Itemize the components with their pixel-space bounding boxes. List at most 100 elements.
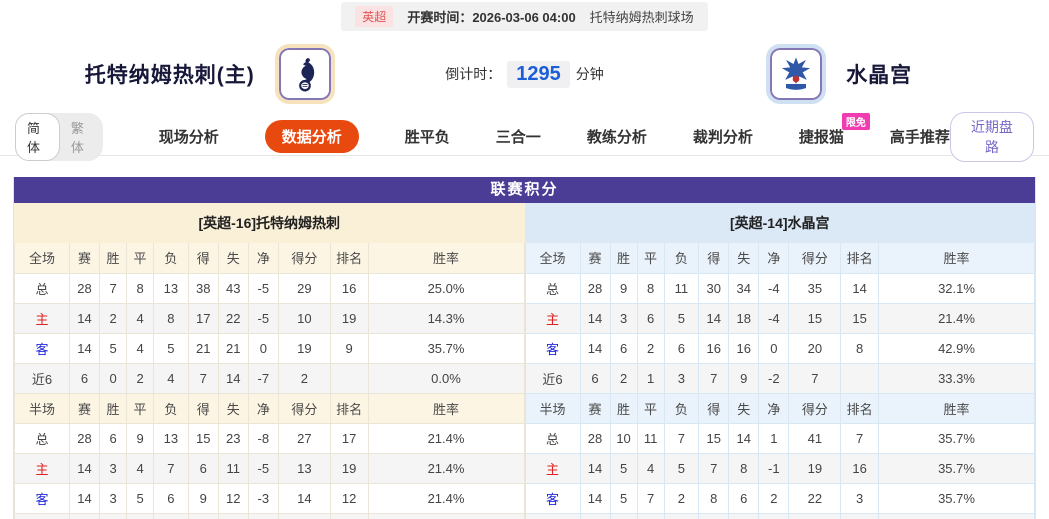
- stat-cell: 35: [788, 273, 842, 304]
- stat-cell: 19: [329, 453, 369, 484]
- row-label: 总: [524, 273, 581, 304]
- stat-cell: 失: [728, 393, 760, 424]
- tab-教练分析[interactable]: 教练分析: [586, 129, 647, 146]
- tab-捷报猫[interactable]: 捷报猫 限免: [799, 113, 870, 147]
- stat-cell: 5: [609, 483, 638, 514]
- stat-cell: 6: [788, 513, 842, 519]
- stat-cell: 27: [277, 423, 331, 454]
- lang-simplified[interactable]: 简体: [15, 112, 60, 161]
- nav-tabs: 现场分析 数据分析 胜平负 三合一 教练分析 裁判分析 捷报猫 限免 高手推荐: [158, 113, 950, 153]
- stat-cell: -5: [247, 453, 279, 484]
- stat-cell: 7: [698, 363, 730, 394]
- stat-cell: 21.4%: [367, 483, 525, 514]
- stat-cell: 6: [99, 423, 128, 454]
- stat-cell: 得: [187, 243, 219, 274]
- stat-cell: [840, 363, 879, 394]
- stat-cell: 0: [758, 333, 790, 364]
- tab-胜平负[interactable]: 胜平负: [404, 129, 450, 146]
- stat-cell: 6: [579, 363, 611, 394]
- stat-cell: 21.4%: [367, 453, 525, 484]
- stat-cell: 2: [277, 513, 331, 519]
- stat-cell: 13: [153, 423, 189, 454]
- stat-cell: -5: [247, 273, 279, 304]
- stat-cell: 30: [698, 273, 730, 304]
- countdown-label: 倒计时：: [445, 66, 502, 82]
- stat-cell: 14.3%: [367, 303, 525, 334]
- stat-cell: -4: [758, 273, 790, 304]
- stat-cell: 10: [609, 423, 638, 454]
- stat-cell: 8: [126, 273, 155, 304]
- stat-cell: 22: [217, 303, 249, 334]
- row-label: 全场: [13, 243, 71, 274]
- stat-cell: 35.7%: [367, 333, 525, 364]
- tab-三合一[interactable]: 三合一: [495, 129, 541, 146]
- stat-cell: 2: [636, 333, 665, 364]
- stat-cell: 得: [698, 243, 730, 274]
- stat-cell: 负: [153, 393, 189, 424]
- row-label: 主: [13, 303, 71, 334]
- stat-cell: 14: [217, 363, 249, 394]
- stat-cell: 2: [126, 363, 155, 394]
- stat-cell: 6: [579, 513, 611, 519]
- stat-cell: 11: [663, 273, 700, 304]
- stat-cell: 净: [758, 243, 790, 274]
- away-standings-table: [英超-14]水晶宫 全场赛胜平负得失净得分 排名 胜率总 28 9 8 11 30 34 -4 3…: [524, 203, 1035, 519]
- stat-cell: 0: [247, 333, 279, 364]
- stat-cell: 6: [187, 453, 219, 484]
- tottenham-logo-icon: [274, 44, 335, 104]
- row-label: 近6: [524, 513, 581, 519]
- stat-cell: 9: [329, 333, 369, 364]
- home-standings-subtitle: [英超-16]托特纳姆热刺: [14, 203, 525, 243]
- stat-cell: 赛: [69, 243, 101, 274]
- stat-cell: 4: [126, 303, 155, 334]
- row-label: 客: [524, 333, 581, 364]
- stat-cell: 赛: [69, 393, 101, 424]
- stat-cell: 16: [840, 453, 879, 484]
- row-label: 总: [13, 423, 71, 454]
- stat-cell: 7: [840, 423, 879, 454]
- stat-cell: 7: [187, 363, 219, 394]
- stat-cell: 38: [187, 273, 219, 304]
- stat-cell: -1: [758, 453, 790, 484]
- away-team-block: 水晶宫: [629, 44, 1049, 104]
- stat-cell: 8: [217, 513, 249, 519]
- stat-cell: 16: [698, 333, 730, 364]
- stat-cell: 14: [579, 303, 611, 334]
- stat-cell: 4: [698, 513, 730, 519]
- stat-cell: 负: [153, 243, 189, 274]
- limited-free-badge: 限免: [841, 113, 870, 130]
- lang-traditional[interactable]: 繁体: [70, 120, 84, 155]
- stat-cell: 13: [153, 273, 189, 304]
- stat-cell: 0: [99, 513, 128, 519]
- crystal-palace-logo-icon: [766, 44, 827, 104]
- stat-cell: -1: [758, 513, 790, 519]
- stat-cell: 4: [126, 333, 155, 364]
- stat-cell: 得分: [277, 243, 331, 274]
- stat-cell: 胜率: [367, 243, 525, 274]
- stat-cell: 5: [663, 453, 700, 484]
- stat-cell: 5: [126, 483, 155, 514]
- tab-裁判分析[interactable]: 裁判分析: [692, 129, 753, 146]
- stat-cell: 28: [69, 273, 101, 304]
- stat-cell: 14: [698, 303, 730, 334]
- tab-现场分析[interactable]: 现场分析: [158, 129, 219, 146]
- stat-cell: 14: [69, 453, 101, 484]
- tab-数据分析[interactable]: 数据分析: [264, 120, 359, 153]
- stat-cell: 0.0%: [367, 513, 525, 519]
- stat-cell: 8: [728, 453, 760, 484]
- stat-cell: 17: [187, 303, 219, 334]
- tab-高手推荐[interactable]: 高手推荐: [889, 129, 950, 146]
- stat-cell: 21.4%: [878, 303, 1035, 334]
- row-label: 全场: [524, 243, 581, 274]
- stat-cell: 1: [758, 423, 790, 454]
- stat-cell: 14: [579, 333, 611, 364]
- stat-cell: 28: [579, 423, 611, 454]
- league-standings-panel: 联赛积分 [英超-16]托特纳姆热刺 全场赛胜平负得失净得分 排名 胜率总 28 7 8 1…: [13, 177, 1036, 519]
- stat-cell: 平: [126, 243, 155, 274]
- stat-cell: 9: [187, 483, 219, 514]
- away-team-name: 水晶宫: [846, 64, 913, 87]
- stat-cell: -4: [758, 303, 790, 334]
- stat-cell: 13: [277, 453, 331, 484]
- stat-cell: 5: [663, 303, 700, 334]
- recent-handicap-button[interactable]: 近期盘路: [949, 111, 1034, 162]
